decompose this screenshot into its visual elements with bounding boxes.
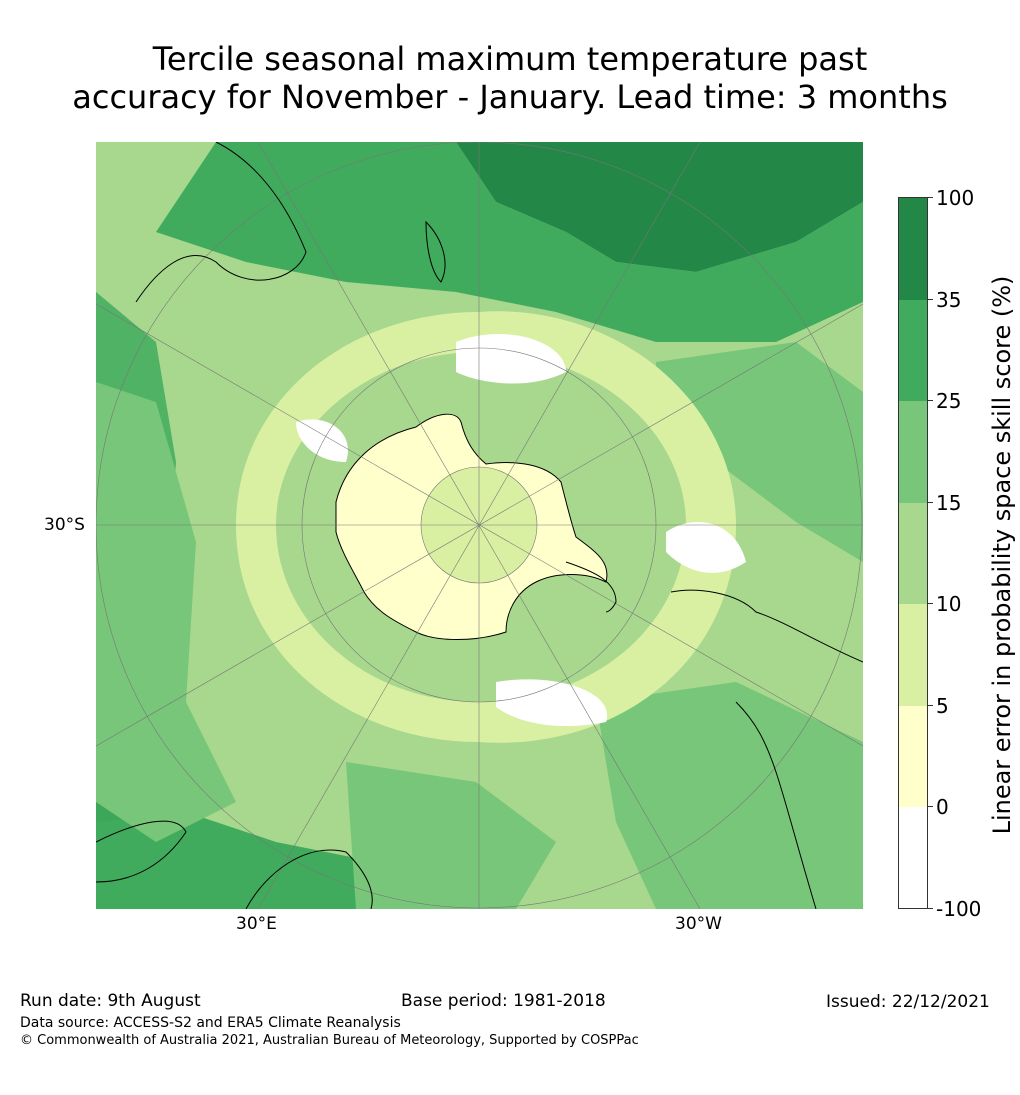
skill-band-south — [346, 762, 556, 909]
colorbar-bin-neg100-0 — [899, 807, 927, 908]
colorbar-tick-label: 15 — [936, 491, 962, 515]
colorbar-bin-15-25 — [899, 401, 927, 503]
colorbar-bin-5-10 — [899, 604, 927, 706]
skill-band-outer — [96, 382, 236, 842]
run-date: Run date: 9th August — [20, 991, 201, 1011]
colorbar-tick — [928, 502, 933, 503]
colorbar-tick-label: 5 — [936, 694, 949, 718]
colorbar-tick — [928, 908, 933, 909]
colorbar-bin-35-100 — [899, 198, 927, 300]
map-svg — [96, 142, 863, 909]
colorbar-bin-25-35 — [899, 300, 927, 401]
data-source: Data source: ACCESS-S2 and ERA5 Climate … — [20, 1015, 401, 1031]
colorbar — [898, 197, 928, 909]
coastlines — [96, 142, 863, 909]
colorbar-tick — [928, 400, 933, 401]
colorbar-tick-label: -100 — [936, 897, 982, 921]
new-zealand-coast — [425, 220, 446, 283]
colorbar-bin-10-15 — [899, 503, 927, 604]
colorbar-tick — [928, 705, 933, 706]
white-patch-1 — [456, 333, 566, 384]
meridian-line-6 — [96, 303, 863, 747]
south-america-coast-inner — [565, 561, 617, 613]
colorbar-tick-label: 0 — [936, 795, 949, 819]
skill-band-high-north — [456, 142, 863, 272]
colorbar-tick — [928, 603, 933, 604]
skill-band-southeast — [596, 682, 863, 909]
south-america-coast — [670, 589, 863, 663]
chart-title: Tercile seasonal maximum temperature pas… — [0, 40, 1020, 116]
africa-coast — [735, 701, 817, 909]
copyright: © Commonwealth of Australia 2021, Austra… — [20, 1033, 639, 1048]
colorbar-tick-label: 100 — [936, 186, 975, 210]
white-patch-4 — [296, 419, 348, 462]
white-patch-3 — [496, 679, 608, 727]
issued-date: Issued: 22/12/2021 — [826, 992, 990, 1012]
colorbar-tick-label: 10 — [936, 592, 962, 616]
title-line-2: accuracy for November - January. Lead ti… — [72, 78, 948, 116]
australia-coast — [135, 142, 307, 303]
colorbar-tick-label: 25 — [936, 389, 962, 413]
south-landmass-coast — [245, 849, 373, 909]
southwest-landmass-coast — [96, 820, 187, 883]
polar-skill-map — [96, 142, 863, 909]
colorbar-tick — [928, 806, 933, 807]
graticule — [96, 142, 863, 909]
colorbar-tick — [928, 197, 933, 198]
colorbar-title: Linear error in probability space skill … — [988, 275, 1016, 835]
longitude-label-30e: 30°E — [236, 914, 277, 934]
latitude-label-30s: 30°S — [44, 515, 85, 535]
skill-band-east — [656, 342, 863, 562]
base-period: Base period: 1981-2018 — [401, 991, 606, 1011]
white-patch-2 — [666, 522, 746, 573]
skill-band-mid-north — [156, 142, 863, 342]
longitude-label-30w: 30°W — [675, 914, 722, 934]
colorbar-tick-label: 35 — [936, 288, 962, 312]
colorbar-tick — [928, 299, 933, 300]
title-line-1: Tercile seasonal maximum temperature pas… — [152, 40, 868, 78]
colorbar-bin-0-5 — [899, 706, 927, 807]
